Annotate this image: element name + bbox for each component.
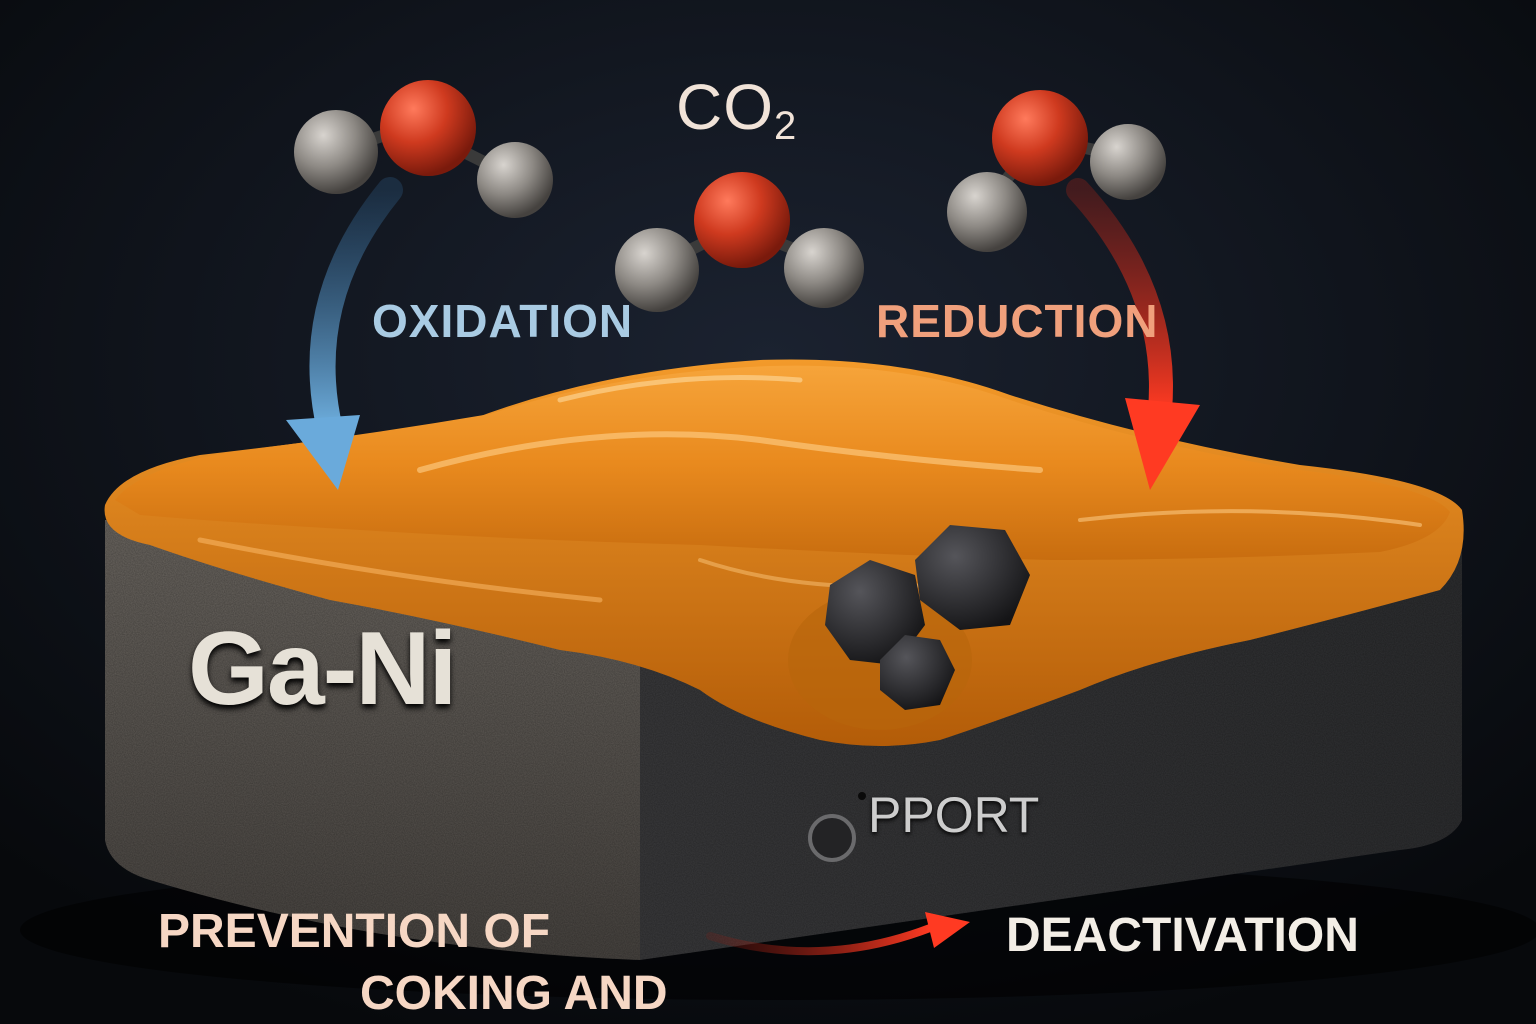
coke-particle: [825, 560, 925, 665]
support-label: PPORT: [868, 787, 1040, 843]
coke-particles: [788, 525, 1030, 730]
prevention-label-line2: COKING AND: [360, 967, 668, 1020]
alloy-label: Ga-Ni: [188, 611, 457, 727]
molecule-center: [615, 172, 864, 312]
deactivation-arrow: [706, 912, 970, 956]
liquid-metal-layer: [104, 359, 1464, 746]
oxygen-atom: [694, 172, 790, 268]
reduction-arrow: [1066, 178, 1200, 490]
carbon-atom: [294, 110, 378, 194]
carbon-atom: [615, 228, 699, 312]
deactivation-label: DEACTIVATION: [1006, 909, 1359, 962]
liquid-highlight-3: [197, 537, 603, 603]
oxidation-arrow: [286, 177, 403, 490]
oxygen-atom: [992, 90, 1088, 186]
liquid-highlight-2: [557, 375, 803, 403]
oxidation-label: OXIDATION: [372, 295, 634, 347]
carbon-atom: [947, 172, 1027, 252]
coke-particle: [880, 635, 955, 710]
co2-label-main: CO: [676, 71, 774, 143]
molecule-left: [294, 80, 553, 218]
co2-label-subscript: 2: [774, 104, 798, 148]
carbon-atom: [1090, 124, 1166, 200]
support-hole-icon: [858, 792, 866, 800]
liquid-metal-top: [115, 365, 1450, 560]
coke-particle: [915, 525, 1030, 630]
liquid-highlight-1: [417, 431, 1043, 473]
prevention-label-line1: PREVENTION OF: [158, 905, 551, 958]
carbon-atom: [477, 142, 553, 218]
molecule-right: [947, 90, 1166, 252]
oxygen-atom: [380, 80, 476, 176]
liquid-highlight-4: [1078, 509, 1422, 527]
carbon-atom: [784, 228, 864, 308]
co2-label: CO2: [676, 70, 797, 149]
support-screw-icon: [808, 814, 856, 862]
reduction-label: REDUCTION: [876, 295, 1159, 347]
